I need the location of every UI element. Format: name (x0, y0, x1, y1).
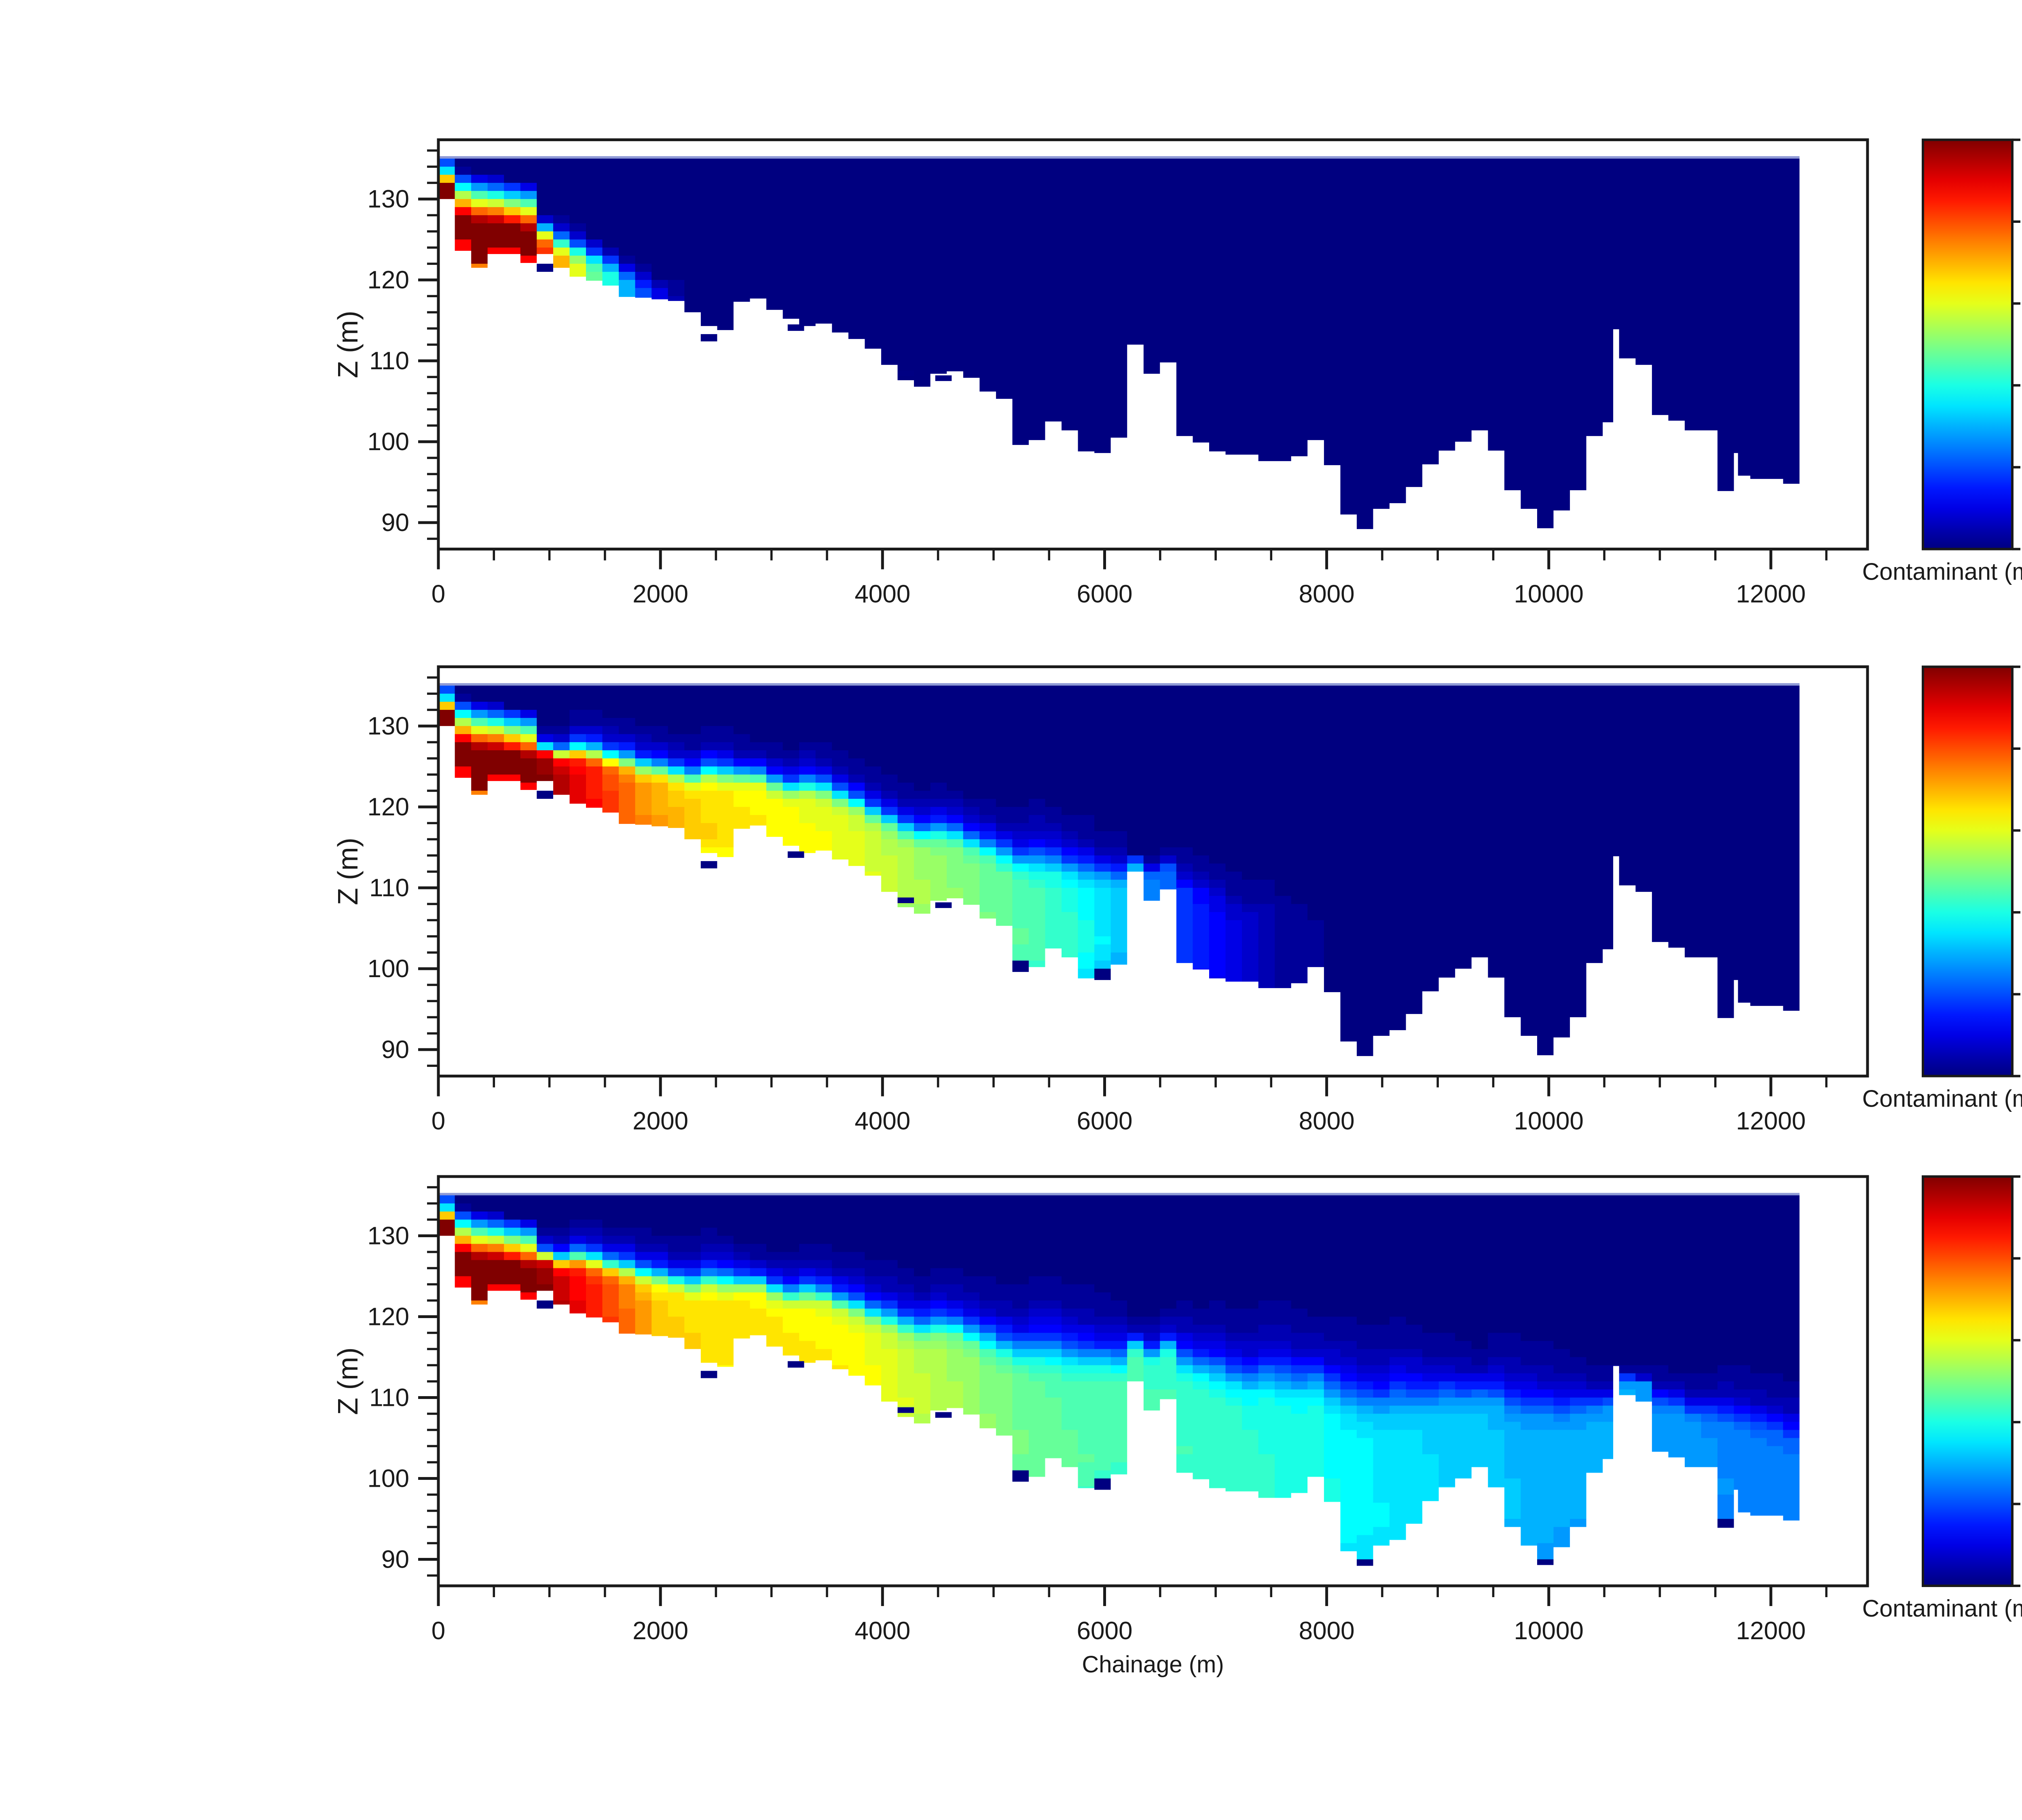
svg-text:2000: 2000 (632, 580, 688, 608)
svg-text:10000: 10000 (1514, 1617, 1584, 1645)
svg-text:0: 0 (431, 1107, 445, 1135)
svg-text:90: 90 (381, 1036, 409, 1064)
svg-text:130: 130 (368, 185, 409, 213)
svg-text:12000: 12000 (1736, 580, 1806, 608)
svg-text:2000: 2000 (632, 1617, 688, 1645)
svg-text:12000: 12000 (1736, 1107, 1806, 1135)
svg-text:90: 90 (381, 509, 409, 537)
svg-text:12000: 12000 (1736, 1617, 1806, 1645)
svg-text:130: 130 (368, 712, 409, 740)
svg-text:10000: 10000 (1514, 580, 1584, 608)
svg-text:8000: 8000 (1299, 580, 1355, 608)
svg-text:0: 0 (431, 1617, 445, 1645)
svg-text:Z (m): Z (m) (332, 311, 364, 378)
svg-text:120: 120 (368, 1303, 409, 1331)
svg-text:0: 0 (431, 580, 445, 608)
svg-text:100: 100 (368, 1465, 409, 1493)
svg-text:100: 100 (368, 955, 409, 983)
svg-text:Z (m): Z (m) (332, 1347, 364, 1415)
svg-text:2000: 2000 (632, 1107, 688, 1135)
svg-text:6000: 6000 (1077, 1617, 1133, 1645)
svg-text:Contaminant (mg/L): Contaminant (mg/L) (1862, 1086, 2022, 1112)
svg-text:8000: 8000 (1299, 1107, 1355, 1135)
svg-text:Contaminant (mg/L): Contaminant (mg/L) (1862, 559, 2022, 585)
svg-text:Contaminant (mg/L): Contaminant (mg/L) (1862, 1595, 2022, 1622)
svg-text:120: 120 (368, 266, 409, 294)
svg-text:8000: 8000 (1299, 1617, 1355, 1645)
svg-text:10000: 10000 (1514, 1107, 1584, 1135)
svg-text:Z (m): Z (m) (332, 838, 364, 905)
svg-text:4000: 4000 (854, 1617, 910, 1645)
svg-text:4000: 4000 (854, 580, 910, 608)
svg-text:6000: 6000 (1077, 580, 1133, 608)
svg-text:4000: 4000 (854, 1107, 910, 1135)
svg-text:100: 100 (368, 428, 409, 456)
svg-text:110: 110 (369, 347, 409, 375)
svg-text:6000: 6000 (1077, 1107, 1133, 1135)
svg-text:90: 90 (381, 1546, 409, 1574)
svg-text:120: 120 (368, 793, 409, 821)
svg-text:110: 110 (369, 874, 409, 902)
svg-text:110: 110 (369, 1384, 409, 1412)
svg-text:Chainage (m): Chainage (m) (1082, 1651, 1224, 1678)
svg-text:130: 130 (368, 1222, 409, 1250)
